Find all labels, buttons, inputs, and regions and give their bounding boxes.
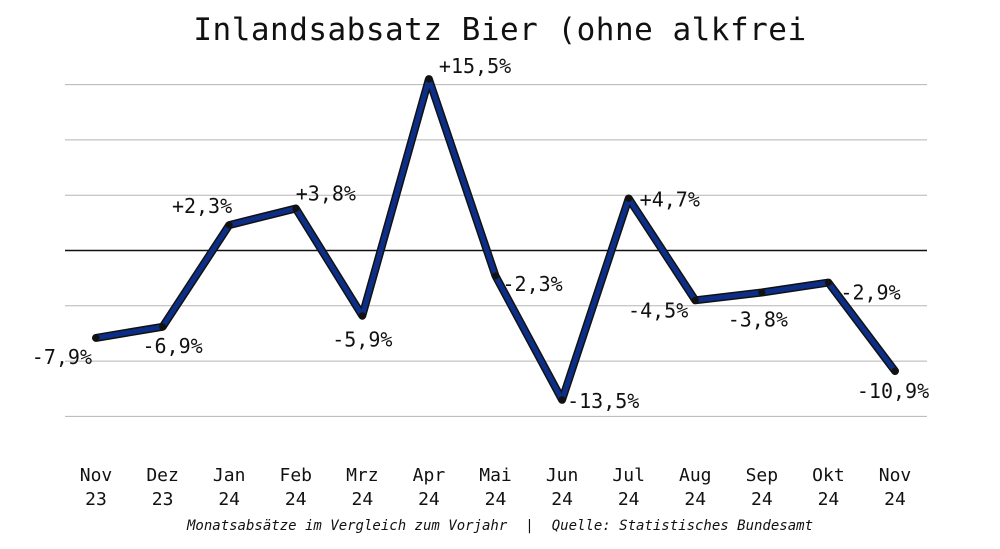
- x-tick-label-year: 24: [418, 489, 440, 510]
- grid-lines: [65, 84, 927, 417]
- x-tick-label: Mai: [479, 465, 512, 486]
- x-tick-label-year: 24: [818, 489, 840, 510]
- data-point: [824, 279, 832, 287]
- x-tick-label: Okt: [812, 465, 845, 486]
- chart-footer: Monatsabsätze im Vergleich zum Vorjahr | Q…: [0, 518, 1000, 534]
- x-tick-label: Jun: [546, 465, 579, 486]
- data-label: +4,7%: [640, 188, 700, 212]
- data-point: [492, 272, 499, 280]
- data-label: -4,5%: [628, 298, 688, 322]
- x-tick-label: Nov: [80, 465, 113, 486]
- series-line-group: [92, 75, 899, 404]
- data-point: [625, 195, 633, 203]
- data-label: -3,8%: [728, 308, 788, 332]
- data-label: +15,5%: [439, 54, 511, 78]
- x-tick-labels: Nov 23 Dez 23 Jan 24 Feb 24 Mrz 24 Apr 24 Mai 24 Jun 24…: [80, 465, 912, 510]
- x-tick-label-year: 23: [85, 489, 107, 510]
- footer-description: Monatsabsätze im Vergleich zum Vorjahr: [186, 518, 508, 534]
- x-tick-label-year: 24: [618, 489, 640, 510]
- data-point: [425, 75, 433, 83]
- x-tick-label-year: 24: [285, 489, 307, 510]
- x-tick-label-year: 24: [551, 489, 573, 510]
- data-label: +2,3%: [172, 194, 232, 218]
- data-point: [891, 367, 899, 375]
- data-label: +3,8%: [296, 181, 356, 205]
- data-label: -10,9%: [857, 379, 929, 403]
- series-line-outline: [92, 75, 899, 404]
- data-label: -6,9%: [142, 334, 202, 358]
- data-point: [92, 334, 100, 342]
- data-labels: -7,9% -6,9% +2,3% +3,8% -5,9% +15,5% -2,3% -13,…: [32, 54, 929, 413]
- x-tick-label-year: 24: [351, 489, 373, 510]
- x-tick-label-year: 24: [218, 489, 240, 510]
- x-tick-label: Nov: [879, 465, 912, 486]
- data-label: -2,3%: [503, 272, 563, 296]
- x-tick-label-year: 24: [751, 489, 773, 510]
- data-points: [92, 75, 899, 404]
- x-tick-label: Sep: [746, 465, 779, 486]
- data-point: [159, 323, 167, 331]
- x-tick-label-year: 23: [152, 489, 174, 510]
- x-tick-label: Apr: [413, 465, 446, 486]
- data-point: [558, 396, 566, 404]
- x-tick-label-year: 24: [485, 489, 507, 510]
- data-point: [758, 289, 766, 297]
- data-point: [358, 312, 366, 320]
- x-tick-label: Jul: [612, 465, 645, 486]
- x-tick-label-year: 24: [884, 489, 906, 510]
- x-tick-label: Feb: [279, 465, 312, 486]
- footer-source: Quelle: Statistisches Bundesamt: [551, 518, 814, 534]
- data-point: [292, 204, 300, 212]
- data-point: [225, 221, 233, 229]
- data-label: -13,5%: [567, 389, 639, 413]
- x-tick-label: Dez: [146, 465, 179, 486]
- x-tick-label: Jan: [213, 465, 246, 486]
- x-tick-label: Mrz: [346, 465, 379, 486]
- x-tick-label-year: 24: [684, 489, 706, 510]
- chart-title: Inlandsabsatz Bier (ohne alkfrei: [193, 12, 807, 48]
- data-label: -2,9%: [840, 281, 900, 305]
- data-point: [691, 296, 699, 304]
- data-label: -5,9%: [332, 328, 392, 352]
- footer-separator: |: [525, 518, 534, 534]
- data-label: -7,9%: [32, 345, 92, 369]
- x-tick-label: Aug: [679, 465, 712, 486]
